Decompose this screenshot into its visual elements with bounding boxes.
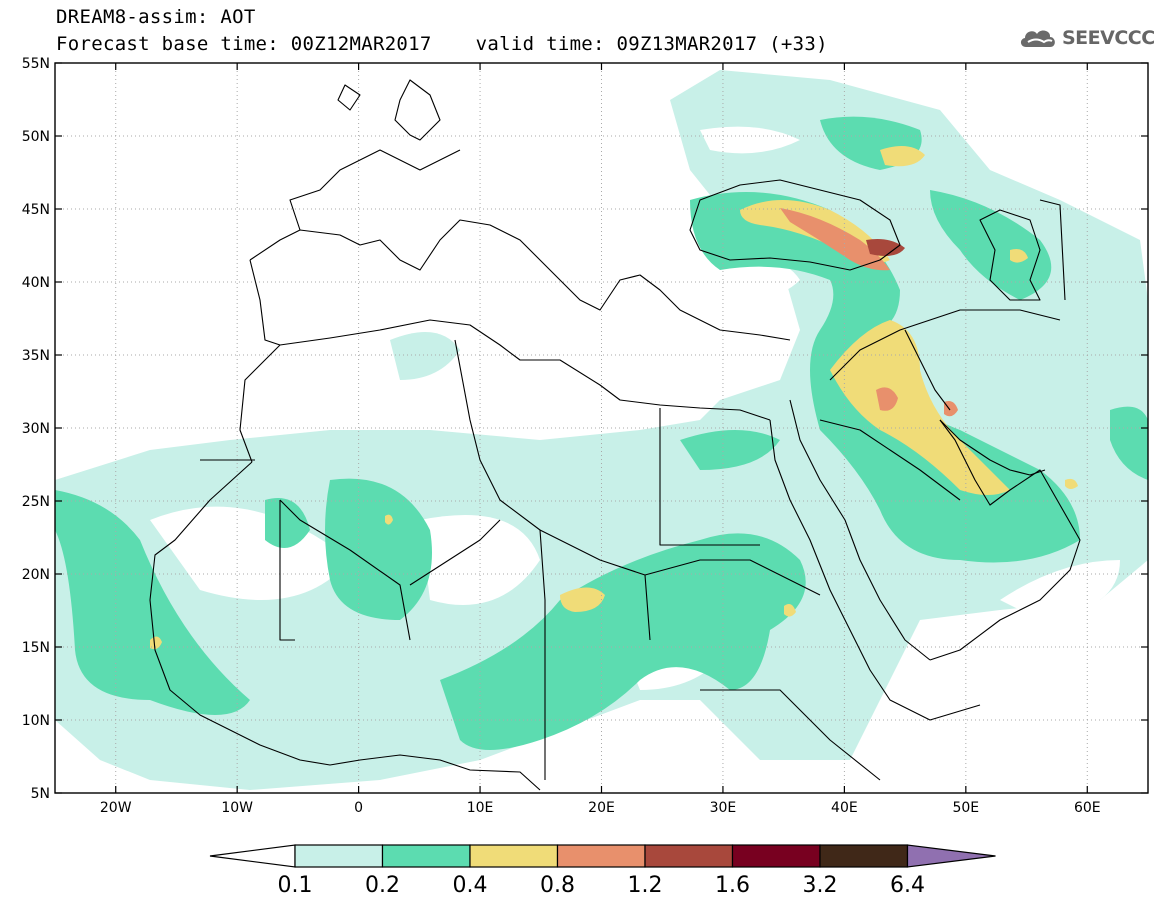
lat-label: 30N xyxy=(22,421,50,437)
coastlines xyxy=(149,79,1081,791)
colorbar-box xyxy=(294,844,384,868)
lon-label: 20E xyxy=(588,800,615,816)
chart-title: DREAM8-assim: AOT xyxy=(56,6,256,28)
lon-label: 0 xyxy=(354,800,363,816)
colorbar-label: 3.2 xyxy=(803,873,838,898)
colorbar-box xyxy=(644,844,734,868)
lat-label: 25N xyxy=(22,494,50,510)
lat-label: 55N xyxy=(22,56,50,72)
lon-label: 10E xyxy=(467,800,494,816)
colorbar-label: 0.8 xyxy=(540,873,575,898)
axis-ticks xyxy=(55,62,1148,794)
colorbar-label: 0.1 xyxy=(278,873,313,898)
seevccc-logo: SEEVCCC xyxy=(1018,25,1155,51)
colorbar-box xyxy=(556,844,646,868)
base-time: Forecast base time: 00Z12MAR2017 xyxy=(56,33,432,55)
lon-label: 10W xyxy=(221,800,253,816)
colorbar-box xyxy=(819,844,909,868)
lon-label: 50E xyxy=(952,800,979,816)
colorbar-box xyxy=(381,844,471,868)
graticule xyxy=(55,63,1148,793)
colorbar-box xyxy=(469,844,559,868)
colorbar-over-arrow xyxy=(906,844,996,868)
colorbar-label: 0.2 xyxy=(365,873,400,898)
lat-label: 5N xyxy=(31,786,50,802)
colorbar-label: 6.4 xyxy=(890,873,925,898)
latitude-labels: 55N 50N 45N 40N 35N 30N 25N 20N 15N 10N 5N xyxy=(22,56,50,802)
colorbar-box xyxy=(731,844,821,868)
valid-time: valid time: 09Z13MAR2017 (+33) xyxy=(475,33,828,55)
lat-label: 10N xyxy=(22,713,50,729)
colorbar-label: 0.4 xyxy=(453,873,488,898)
lon-label: 20W xyxy=(100,800,132,816)
lon-label: 60E xyxy=(1074,800,1101,816)
lat-label: 15N xyxy=(22,640,50,656)
forecast-times: Forecast base time: 00Z12MAR2017 valid ti… xyxy=(56,33,828,55)
lat-label: 45N xyxy=(22,202,50,218)
longitude-labels: 20W 10W 0 10E 20E 30E 40E 50E 60E xyxy=(100,800,1101,816)
colorbar-under-arrow xyxy=(209,844,296,868)
cloud-icon xyxy=(1020,30,1055,47)
lat-label: 40N xyxy=(22,275,50,291)
lon-label: 30E xyxy=(710,800,737,816)
lat-label: 50N xyxy=(22,129,50,145)
color-legend: 0.1 0.2 0.4 0.8 1.2 1.6 3.2 6.4 xyxy=(209,844,996,898)
lat-label: 20N xyxy=(22,567,50,583)
lon-label: 40E xyxy=(831,800,858,816)
aot-field xyxy=(55,70,1148,790)
colorbar-label: 1.6 xyxy=(715,873,750,898)
logo-text: SEEVCCC xyxy=(1062,27,1155,49)
lat-label: 35N xyxy=(22,348,50,364)
colorbar-label: 1.2 xyxy=(628,873,663,898)
